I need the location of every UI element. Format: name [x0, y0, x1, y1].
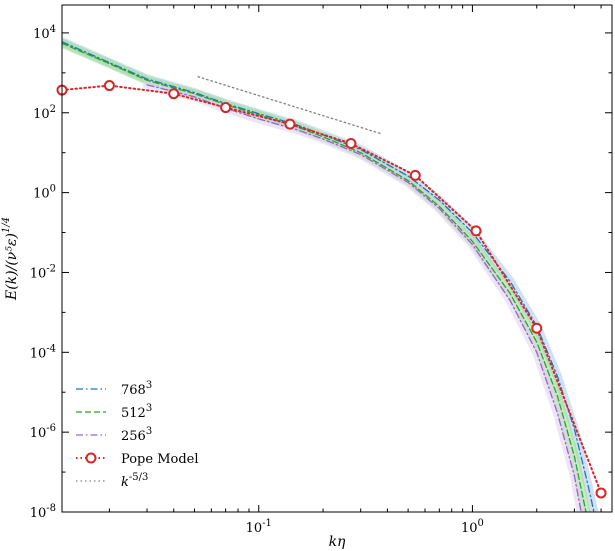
pope-model-point [595, 487, 607, 499]
y-tick-label: 104 [33, 24, 56, 42]
pope-model-point [220, 102, 232, 114]
series-line-0 [62, 41, 595, 512]
series-line-2 [146, 84, 582, 512]
band-2 [142, 80, 586, 512]
x-tick-label: 100 [461, 518, 484, 536]
y-tick-labels: 10-8 10-6 10-4 10-2 100 102 104 [30, 24, 56, 521]
pope-model-point [531, 322, 543, 334]
series-line-3 [62, 84, 603, 494]
y-tick-label: 10-2 [30, 263, 56, 281]
legend-label: 2563 [121, 426, 152, 444]
y-tick-label: 10-4 [30, 343, 56, 361]
legend: 7683 5123 2563 Pope Model k-5/3 [76, 380, 199, 490]
x-tick-label: 10-1 [246, 518, 272, 536]
pope-model-point [284, 118, 296, 130]
legend-label: 5123 [121, 403, 152, 421]
x-axis-label: kη [329, 534, 346, 550]
y-tick-label: 102 [33, 104, 56, 122]
pope-model-point [409, 169, 421, 181]
legend-marker [85, 452, 97, 464]
pope-model-point [103, 80, 115, 92]
y-tick-label: 100 [33, 184, 56, 202]
legend-label: 7683 [121, 380, 152, 398]
legend-label: Pope Model [121, 452, 199, 467]
x-tick-labels: 10-1 100 [246, 518, 484, 536]
axis-ticks [62, 5, 612, 513]
series-lines [62, 41, 603, 512]
series-line-4 [197, 76, 384, 135]
pope-model-point [470, 225, 482, 237]
y-tick-label: 10-6 [30, 423, 56, 441]
pope-model-point [168, 88, 180, 100]
y-tick-label: 10-8 [30, 503, 56, 521]
plot-frame [61, 4, 613, 513]
pope-model-point [345, 137, 357, 149]
band-0 [62, 37, 599, 512]
series-line-1 [62, 42, 587, 512]
pope-model-markers [56, 80, 607, 499]
legend-label: k-5/3 [121, 472, 148, 490]
y-axis-label: E(k)/(ν⁵ε)1/4 [1, 217, 20, 301]
